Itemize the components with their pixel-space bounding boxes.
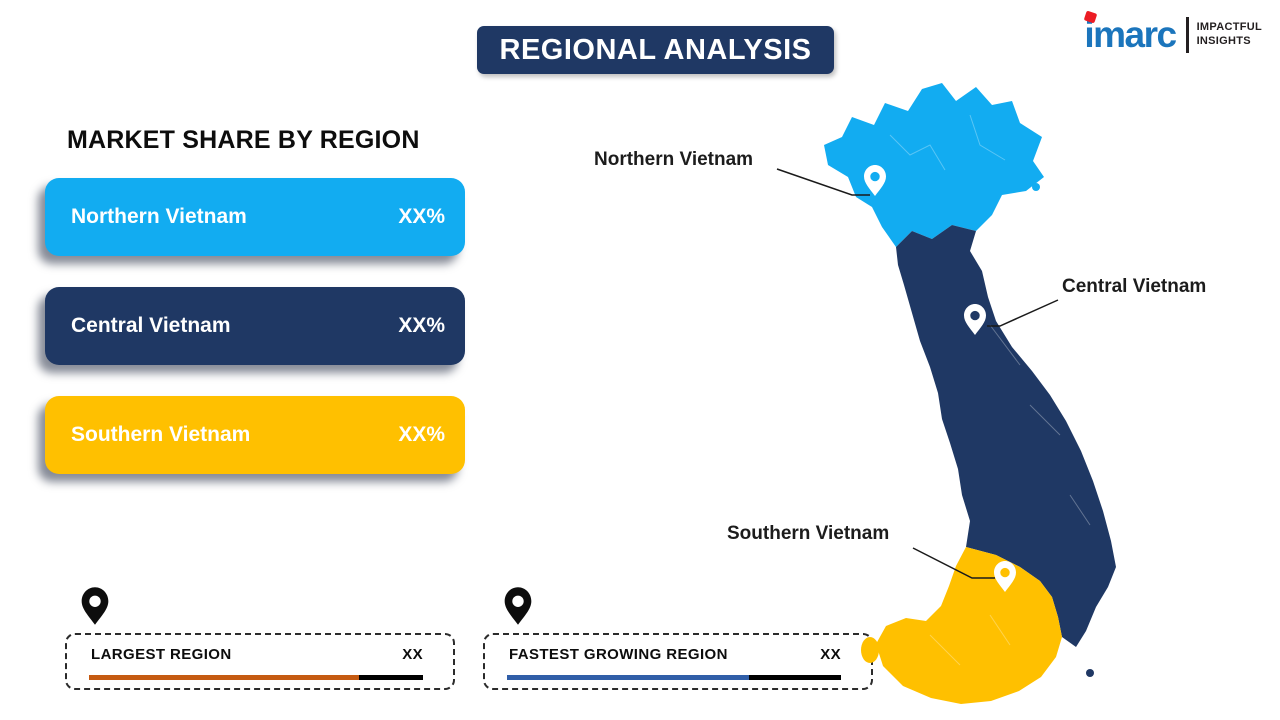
region-bar-southern-vietnam: Southern Vietnam XX% [45, 396, 465, 474]
logo-brand-wrap: imarc [1084, 10, 1177, 55]
map-region-southern-vietnam [876, 547, 1062, 704]
largest-region-box: LARGEST REGION XX [65, 633, 455, 690]
province-borders [889, 114, 1091, 666]
logo-tagline-line1: IMPACTFUL [1196, 21, 1262, 34]
region-bar-value: XX% [398, 205, 445, 228]
map-label-northern-vietnam: Northern Vietnam [594, 149, 754, 170]
logo-divider [1185, 16, 1189, 53]
fastest-growing-region-value: XX [820, 646, 841, 663]
map-island-con-dao [1086, 669, 1094, 677]
map-pin-southern-icon [994, 561, 1016, 592]
map-label-central-vietnam: Central Vietnam [1062, 276, 1207, 297]
logo-tagline-line2: INSIGHTS [1196, 34, 1251, 47]
region-bar-central-vietnam: Central Vietnam XX% [45, 287, 465, 365]
imarc-logo: imarc IMPACTFUL INSIGHTS [1084, 10, 1262, 55]
fastest-growing-region-pin-icon [504, 587, 532, 625]
region-bar-value: XX% [398, 423, 445, 446]
logo-brand-text: imarc [1084, 14, 1177, 55]
map-region-northern-vietnam [824, 83, 1044, 247]
fastest-growing-region-box: FASTEST GROWING REGION XX [483, 633, 873, 690]
map-label-southern-vietnam: Southern Vietnam [727, 523, 890, 544]
market-share-heading: MARKET SHARE BY REGION [67, 126, 420, 154]
region-bar-label: Northern Vietnam [71, 205, 247, 228]
region-bar-label: Southern Vietnam [71, 423, 251, 446]
largest-region-label: LARGEST REGION [91, 646, 232, 663]
map-region-central-vietnam [896, 225, 1116, 647]
map-island-phu-quoc [861, 637, 879, 663]
region-bar-northern-vietnam: Northern Vietnam XX% [45, 178, 465, 256]
map-island-ha-long [1032, 183, 1040, 191]
region-bar-value: XX% [398, 314, 445, 337]
map-pin-central-icon [964, 304, 986, 335]
fastest-growing-region-line [507, 675, 841, 680]
page-title: REGIONAL ANALYSIS [477, 26, 834, 74]
region-bar-label: Central Vietnam [71, 314, 231, 337]
largest-region-line [89, 675, 423, 680]
vietnam-map [824, 83, 1116, 704]
fastest-growing-region-label: FASTEST GROWING REGION [509, 646, 728, 663]
largest-region-value: XX [402, 646, 423, 663]
largest-region-pin-icon [81, 587, 109, 625]
logo-tagline: IMPACTFUL INSIGHTS [1197, 21, 1262, 47]
